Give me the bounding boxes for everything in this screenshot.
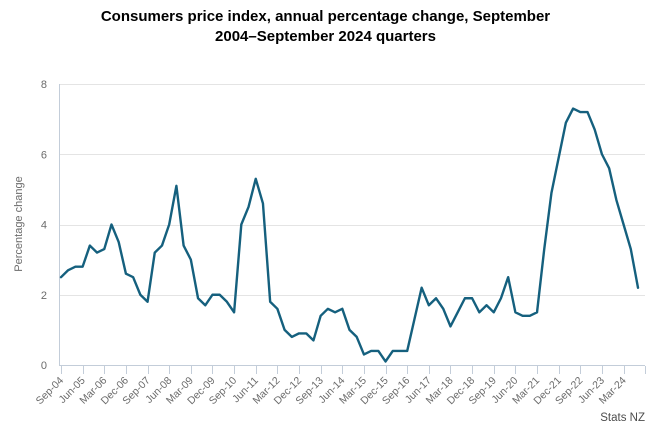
source-attribution: Stats NZ — [600, 412, 645, 424]
y-axis-tick-label: 4 — [41, 220, 47, 232]
chart-title: Consumers price index, annual percentage… — [0, 7, 651, 47]
y-axis-tick-label: 8 — [41, 79, 47, 91]
y-axis-tick-label: 0 — [41, 360, 47, 372]
y-axis-tick-label: 6 — [41, 149, 47, 161]
cpi-line-series — [59, 107, 640, 363]
chart-title-line-1: Consumers price index, annual percentage… — [100, 8, 551, 25]
chart-title-line-2: 2004–September 2024 quarters — [215, 28, 436, 45]
y-axis-title: Percentage change — [13, 176, 25, 272]
y-axis-tick-label: 2 — [41, 290, 47, 302]
